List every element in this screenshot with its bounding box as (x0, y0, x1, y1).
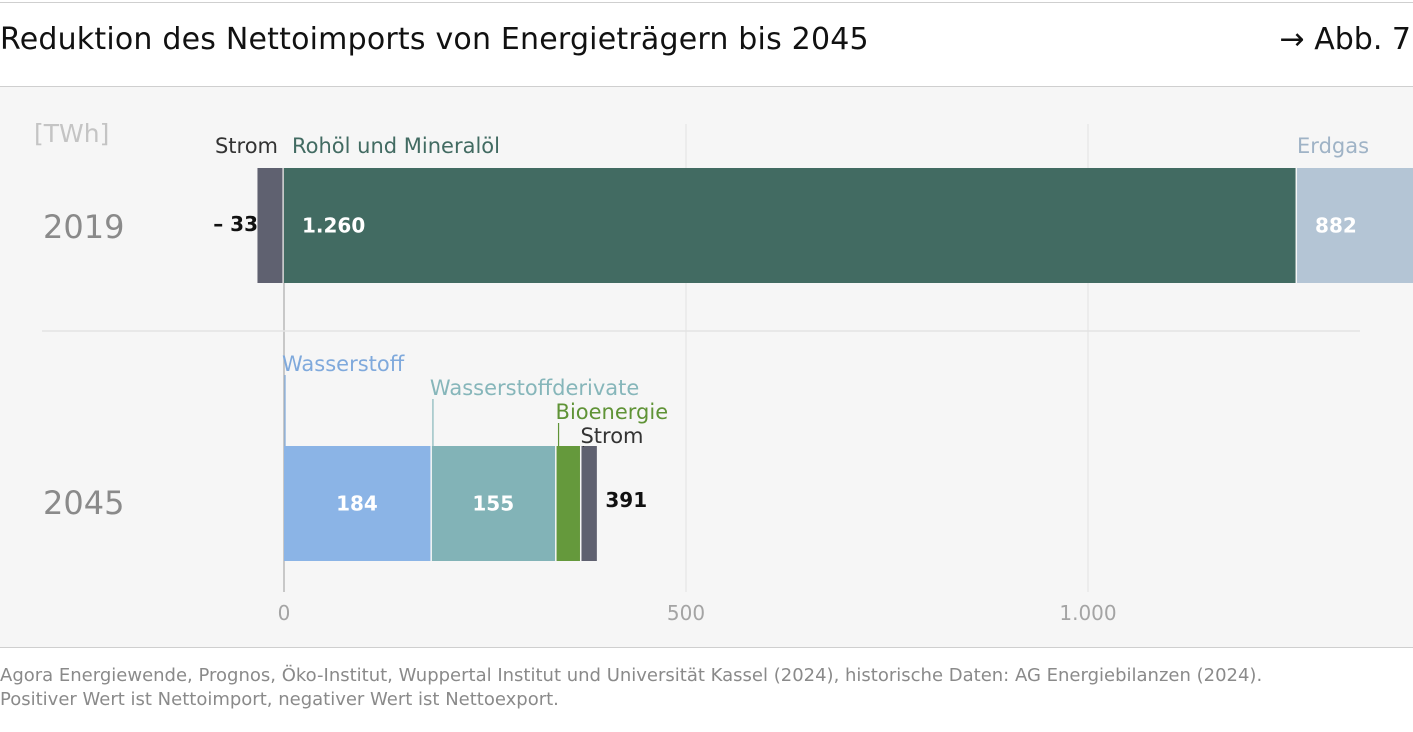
value-label: 184 (336, 492, 378, 516)
series-label-2045-0: Wasserstoff (282, 352, 405, 376)
series-label-2045-1: Wasserstoffderivate (430, 376, 639, 400)
bar-segment-2019-0 (257, 168, 283, 283)
bar-segment-2045-1 (431, 446, 556, 561)
series-label-2019-0: Strom (215, 134, 278, 158)
bar-segment-2045-2 (556, 446, 580, 561)
value-label: 155 (472, 492, 514, 516)
x-tick-label: 0 (278, 601, 291, 625)
category-label-2019: 2019 (43, 208, 124, 246)
series-label-2045-3: Strom (580, 424, 643, 448)
series-label-2045-2: Bioenergie (556, 400, 669, 424)
source-line-1: Agora Energiewende, Prognos, Öko-Institu… (0, 665, 1263, 686)
series-label-2019-2: Erdgas (1297, 134, 1369, 158)
unit-label: [TWh] (34, 119, 109, 148)
category-label-2045: 2045 (43, 484, 124, 522)
bar-segment-2019-1 (284, 168, 1296, 283)
value-label-negative: – 33 (213, 212, 258, 236)
bar-segment-2019-2 (1297, 168, 1413, 283)
source-note: Agora Energiewende, Prognos, Öko-Institu… (0, 664, 1262, 712)
bar-segment-2045-0 (284, 446, 431, 561)
top-rule (0, 2, 1413, 3)
chart-title: Reduktion des Nettoimports von Energietr… (0, 22, 869, 57)
x-tick-label: 1.000 (1059, 601, 1116, 625)
bars-layer (257, 168, 1413, 561)
value-label: 1.260 (302, 214, 365, 238)
total-label-2045: 391 (605, 488, 647, 512)
bar-segment-2045-3 (581, 446, 597, 561)
series-label-2019-1: Rohöl und Mineralöl (292, 134, 500, 158)
source-line-2: Positiver Wert ist Nettoimport, negative… (0, 689, 559, 710)
value-label: 882 (1315, 214, 1357, 238)
figure-reference: → Abb. 7 (1279, 22, 1411, 57)
x-tick-label: 500 (667, 601, 705, 625)
